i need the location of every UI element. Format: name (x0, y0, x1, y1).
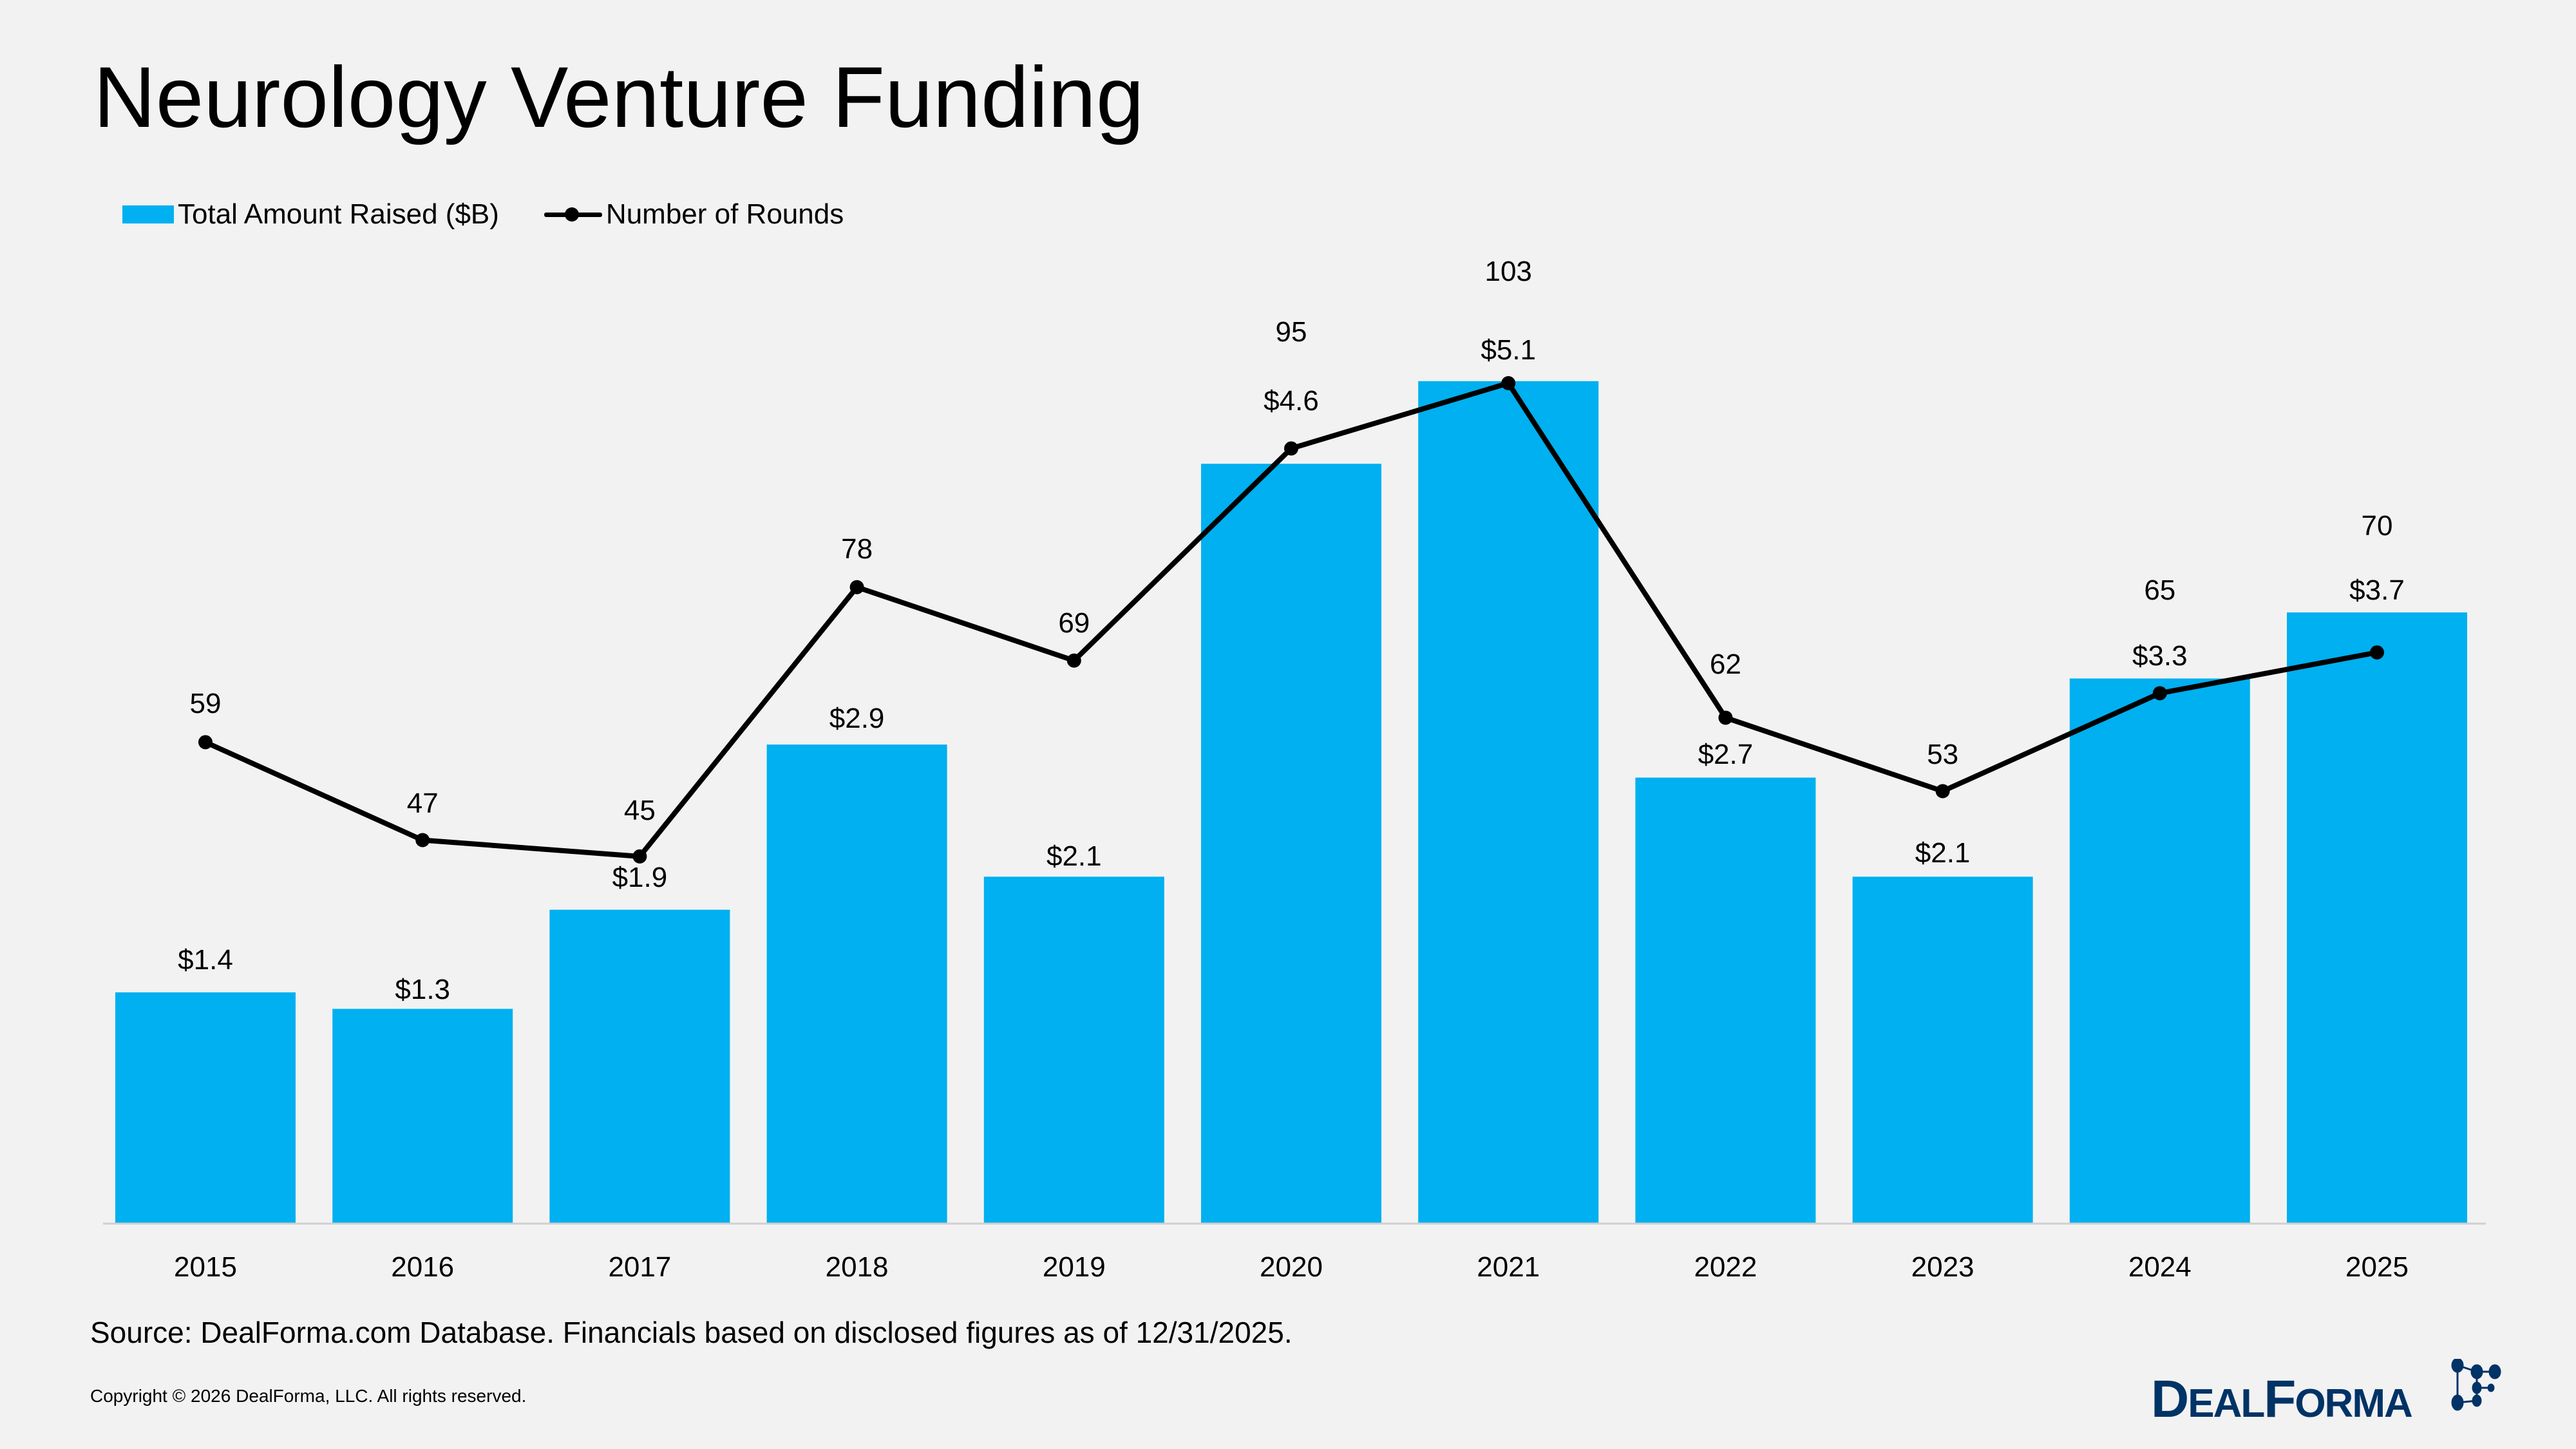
rounds-label-2024: 65 (2144, 574, 2175, 606)
bar-2015 (115, 992, 296, 1224)
x-tick-2023: 2023 (1911, 1251, 1975, 1283)
rounds-point-2022 (1718, 710, 1733, 725)
bar-2017 (549, 909, 730, 1224)
rounds-point-2024 (2152, 686, 2167, 701)
x-tick-2020: 2020 (1260, 1251, 1323, 1283)
rounds-label-2015: 59 (190, 688, 222, 719)
x-tick-2022: 2022 (1694, 1251, 1757, 1283)
bar-label-2017: $1.9 (612, 862, 668, 893)
bar-label-2024: $3.3 (2132, 640, 2188, 672)
rounds-point-2020 (1284, 441, 1298, 456)
rounds-point-2018 (849, 580, 864, 594)
rounds-point-2015 (198, 735, 213, 750)
rounds-label-2019: 69 (1058, 607, 1090, 639)
bar-label-2018: $2.9 (829, 703, 885, 734)
x-tick-2015: 2015 (174, 1251, 237, 1283)
x-tick-2024: 2024 (2128, 1251, 2192, 1283)
legend-label-amount: Total Amount Raised ($B) (178, 198, 499, 230)
bar-2016 (332, 1009, 513, 1224)
legend-swatch-line (544, 205, 602, 224)
legend: Total Amount Raised ($B) Number of Round… (122, 198, 889, 231)
rounds-label-2023: 53 (1927, 739, 1958, 770)
rounds-point-2016 (415, 833, 430, 848)
rounds-point-2019 (1066, 653, 1081, 668)
x-tick-2016: 2016 (391, 1251, 454, 1283)
bar-2019 (983, 876, 1164, 1224)
x-tick-2017: 2017 (608, 1251, 671, 1283)
bar-2023 (1852, 876, 2033, 1224)
legend-item-amount: Total Amount Raised ($B) (122, 198, 499, 231)
bar-label-2015: $1.4 (178, 944, 233, 976)
bar-2022 (1635, 777, 1816, 1224)
copyright-note: Copyright © 2026 DealForma, LLC. All rig… (90, 1386, 527, 1406)
rounds-point-2017 (632, 849, 647, 864)
rounds-point-2023 (1935, 784, 1950, 799)
bar-2020 (1201, 464, 1381, 1224)
rounds-label-2025: 70 (2362, 510, 2393, 542)
legend-swatch-bar (122, 205, 174, 223)
x-tick-2019: 2019 (1043, 1251, 1106, 1283)
bar-label-2016: $1.3 (395, 974, 450, 1005)
rounds-label-2020: 95 (1276, 316, 1307, 348)
bar-label-2020: $4.6 (1264, 385, 1319, 417)
logo-graphic: DEALFORMA (2151, 1358, 2501, 1428)
svg-text:DEALFORMA: DEALFORMA (2151, 1370, 2412, 1428)
rounds-point-2021 (1501, 375, 1516, 390)
rounds-label-2022: 62 (1710, 649, 1741, 680)
bar-label-2022: $2.7 (1698, 739, 1754, 770)
legend-item-rounds: Number of Rounds (544, 198, 844, 231)
rounds-label-2017: 45 (624, 795, 656, 826)
bar-2021 (1418, 381, 1599, 1224)
chart-title: Neurology Venture Funding (93, 50, 1144, 146)
bar-2025 (2287, 612, 2467, 1224)
bar-label-2021: $5.1 (1481, 334, 1536, 366)
rounds-label-2021: 103 (1484, 256, 1531, 287)
x-tick-2025: 2025 (2345, 1251, 2409, 1283)
legend-label-rounds: Number of Rounds (605, 198, 844, 230)
rounds-point-2025 (2370, 645, 2384, 660)
bar-label-2025: $3.7 (2349, 574, 2405, 606)
bar-label-2019: $2.1 (1046, 840, 1102, 872)
bar-2018 (766, 744, 947, 1224)
rounds-label-2016: 47 (407, 788, 439, 819)
bar-2024 (2069, 678, 2250, 1224)
dealforma-logo: DEALFORMA (2151, 1358, 2512, 1433)
source-note: Source: DealForma.com Database. Financia… (90, 1316, 1293, 1349)
rounds-label-2018: 78 (841, 533, 873, 565)
x-tick-2021: 2021 (1477, 1251, 1540, 1283)
bar-label-2023: $2.1 (1915, 837, 1971, 869)
x-tick-2018: 2018 (826, 1251, 889, 1283)
